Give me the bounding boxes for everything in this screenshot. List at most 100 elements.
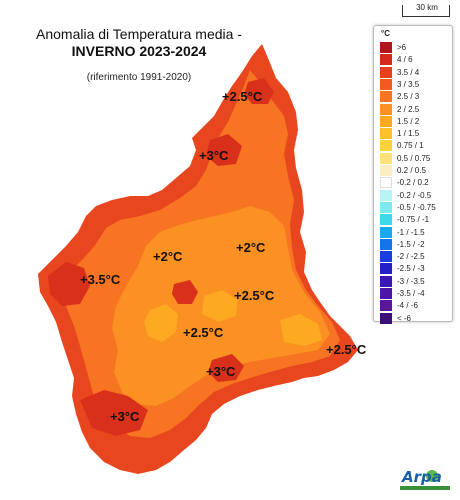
- legend-swatch: [380, 54, 392, 66]
- legend-label: 2.5 / 3: [397, 92, 420, 102]
- anomaly-label-southeast: +2.5°C: [326, 342, 367, 357]
- legend-row: -2 / -2.5: [380, 251, 425, 263]
- legend-label: -1 / -1.5: [397, 227, 425, 237]
- legend-swatch: [380, 165, 392, 176]
- anomaly-label-center-west: +2°C: [153, 249, 183, 264]
- legend-label: -0.2 / -0.5: [397, 190, 432, 200]
- legend-label: 0.75 / 1: [397, 141, 424, 151]
- legend-swatch: [380, 201, 392, 213]
- legend-row: -0.75 / -1: [380, 214, 430, 226]
- legend-row: 0.75 / 1: [380, 140, 424, 152]
- logo-underline: [400, 486, 450, 490]
- anomaly-label-southwest: +3°C: [110, 409, 140, 424]
- legend-label: 4 / 6: [397, 55, 413, 65]
- legend-swatch: [380, 263, 392, 275]
- anomaly-label-center: +2.5°C: [183, 325, 224, 340]
- legend-row: -2.5 / -3: [380, 263, 425, 275]
- legend-swatch: [380, 275, 392, 287]
- legend-label: 3.5 / 4: [397, 67, 420, 77]
- legend-swatch: [380, 214, 392, 226]
- legend-row: 3 / 3.5: [380, 78, 420, 90]
- legend-label: -0.5 / -0.75: [397, 202, 436, 212]
- legend-row: -4 / -6: [380, 300, 418, 312]
- anomaly-label-south: +3°C: [206, 364, 236, 379]
- legend-label: -4 / -6: [397, 301, 418, 311]
- legend-row: -3 / -3.5: [380, 275, 425, 287]
- legend-swatch: [380, 288, 392, 299]
- region-hot-southwest: [80, 390, 148, 436]
- logo-swoosh-icon: [426, 470, 438, 482]
- anomaly-label-center-east: +2°C: [236, 240, 266, 255]
- legend-swatch: [380, 78, 392, 90]
- legend-swatch: [380, 226, 392, 238]
- legend-label: < -6: [397, 313, 412, 323]
- legend-swatch: [380, 312, 392, 324]
- region-hot-south: [208, 354, 244, 382]
- legend-label: 1 / 1.5: [397, 129, 420, 139]
- legend-swatch: [380, 140, 392, 152]
- legend-label: 0.2 / 0.5: [397, 166, 426, 175]
- legend-swatch: [380, 115, 392, 127]
- legend-row: -0.2 / 0.2: [380, 177, 429, 189]
- legend-label: -0.75 / -1: [397, 215, 430, 225]
- legend-label: >6: [397, 43, 407, 52]
- legend-row: 3.5 / 4: [380, 66, 420, 78]
- legend-swatch: [380, 152, 392, 164]
- legend-row: -0.5 / -0.75: [380, 201, 436, 213]
- legend-row: -0.2 / -0.5: [380, 189, 432, 201]
- region-hot-center: [172, 280, 198, 304]
- anomaly-label-west: +3.5°C: [80, 272, 121, 287]
- title-line-2: INVERNO 2023-2024: [71, 43, 207, 59]
- anomaly-label-north: +2.5°C: [222, 89, 263, 104]
- region-hot-north-2: [206, 134, 242, 166]
- legend-label: -0.2 / 0.2: [397, 178, 429, 188]
- arpa-logo: Arpa: [396, 466, 452, 494]
- legend-row: 0.5 / 0.75: [380, 152, 431, 164]
- legend-label: -1.5 / -2: [397, 239, 425, 249]
- legend-swatch: [380, 189, 392, 201]
- legend-label: 3 / 3.5: [397, 79, 420, 89]
- region-core-zone-2: [280, 314, 322, 346]
- legend-swatch: [380, 300, 392, 312]
- region-core-zone-3: [202, 290, 238, 322]
- legend-row: 0.2 / 0.5: [380, 165, 426, 176]
- legend-label: -3.5 / -4: [397, 289, 425, 298]
- legend-row: 2.5 / 3: [380, 91, 420, 103]
- legend-swatch: [380, 177, 392, 189]
- legend-swatch: [380, 66, 392, 78]
- legend-unit: °C: [381, 29, 390, 38]
- legend-row: -1 / -1.5: [380, 226, 425, 238]
- legend-row: 1 / 1.5: [380, 128, 420, 140]
- color-legend: °C >6 4 / 6 3.5 / 4 3 / 3.5 2.5 / 3 2 / 2.5 1.…: [373, 25, 453, 324]
- anomaly-label-north-center: +3°C: [199, 148, 229, 163]
- legend-label: 0.5 / 0.75: [397, 153, 431, 163]
- legend-row: 1.5 / 2: [380, 115, 420, 127]
- legend-label: -3 / -3.5: [397, 276, 425, 286]
- legend-swatch: [380, 91, 392, 103]
- region-hot-north: [244, 78, 274, 104]
- legend-swatch: [380, 103, 392, 115]
- region-core-zone-1: [144, 304, 178, 342]
- legend-row: -3.5 / -4: [380, 288, 425, 299]
- legend-swatch: [380, 238, 392, 250]
- legend-label: 1.5 / 2: [397, 116, 420, 126]
- legend-row: < -6: [380, 312, 412, 324]
- scale-bar: 30 km: [402, 3, 450, 17]
- legend-swatch: [380, 128, 392, 140]
- anomaly-label-east: +2.5°C: [234, 288, 275, 303]
- legend-swatch: [380, 251, 392, 263]
- logo-text: Arpa: [402, 468, 442, 486]
- legend-row: 4 / 6: [380, 54, 413, 66]
- legend-row: 2 / 2.5: [380, 103, 420, 115]
- scale-bar-label: 30 km: [416, 3, 438, 12]
- legend-label: -2 / -2.5: [397, 252, 425, 262]
- legend-row: >6: [380, 42, 406, 53]
- legend-label: -2.5 / -3: [397, 264, 425, 274]
- region-hot-west: [48, 262, 90, 306]
- title-line-1: Anomalia di Temperatura media -: [36, 26, 242, 42]
- map-title: Anomalia di Temperatura media - INVERNO …: [14, 26, 264, 83]
- legend-swatch: [380, 42, 392, 53]
- legend-row: -1.5 / -2: [380, 238, 425, 250]
- legend-label: 2 / 2.5: [397, 104, 420, 114]
- reference-period: (riferimento 1991-2020): [86, 72, 192, 83]
